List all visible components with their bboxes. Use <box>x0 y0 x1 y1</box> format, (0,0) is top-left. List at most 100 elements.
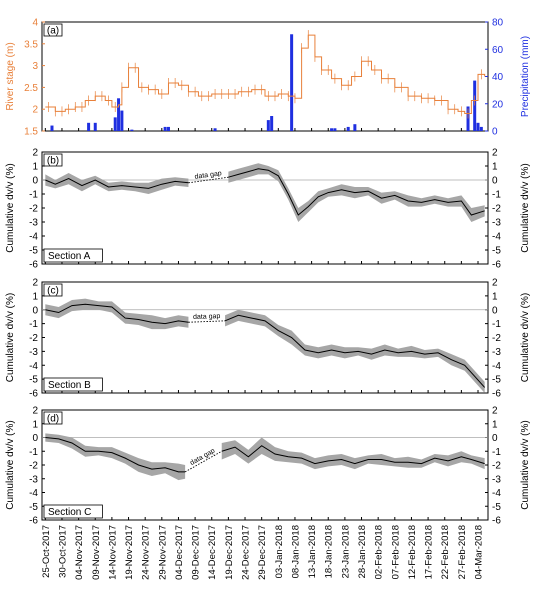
panel-label: (c) <box>47 286 59 297</box>
precip-bar <box>473 80 477 131</box>
y-tick-label-right: 40 <box>492 72 504 83</box>
precip-bar <box>166 126 170 131</box>
panel-label-box <box>43 23 63 37</box>
panel-d: 2 2 1 1 0 0 -1 -1 -2 -2 -3 -3 -4 -4 -5 -5 -6 -6 Cumulative… <box>5 406 531 527</box>
y-tick-label: 0 <box>32 305 38 316</box>
y-tick-label: -3 <box>29 474 38 485</box>
section-label-box <box>43 377 103 392</box>
section-label: Section C <box>48 507 91 518</box>
y-tick-label-right: 2 <box>492 406 498 417</box>
panel-label: (d) <box>47 414 59 425</box>
y-tick-label: -1 <box>29 447 38 458</box>
precip-bar <box>330 128 334 131</box>
panel-label-box <box>43 411 63 425</box>
y-tick-label-right: -4 <box>492 232 501 243</box>
data-gap-line <box>188 320 226 323</box>
precip-bar <box>466 106 470 131</box>
y-tick-label: 0 <box>32 433 38 444</box>
uncertainty-band <box>45 298 189 330</box>
y-tick-label-right: -4 <box>492 488 501 499</box>
y-axis-label-right: Cumulative dv/v (%) <box>520 420 531 509</box>
section-label: Section A <box>48 251 91 262</box>
x-tick-label: 18-Jan-2018 <box>324 525 335 578</box>
uncertainty-band <box>45 433 186 481</box>
y-tick-label-right: -1 <box>492 319 501 330</box>
y-tick-label-right: 80 <box>492 18 504 29</box>
y-axis-label: River stage (m) <box>5 42 16 110</box>
x-tick-label: 19-Nov-2017 <box>124 525 135 580</box>
y-tick-label-right: 20 <box>492 99 504 110</box>
x-tick-label: 09-Dec-2017 <box>191 525 202 580</box>
dvv-line <box>45 178 189 189</box>
y-tick-label-right: 0 <box>492 176 498 187</box>
x-tick-label: 22-Feb-2018 <box>440 525 451 579</box>
precip-bar <box>120 110 124 131</box>
x-tick-label: 12-Feb-2018 <box>407 525 418 579</box>
precip-bar <box>213 128 217 131</box>
y-tick-label-right: -4 <box>492 361 501 372</box>
precip-bar <box>93 122 97 131</box>
panel-b: 2 2 1 1 0 0 -1 -1 -2 -2 -3 -3 -4 -4 -5 -5 -6 -6 Cumulative… <box>5 148 531 271</box>
x-tick-label: 08-Jan-2018 <box>290 525 301 578</box>
precip-bar <box>290 34 294 132</box>
section-label-box <box>43 504 103 519</box>
y-tick-label: -1 <box>29 190 38 201</box>
section-label: Section B <box>48 380 91 391</box>
y-tick-label: -4 <box>29 232 38 243</box>
panel-c: 2 2 1 1 0 0 -1 -1 -2 -2 -3 -3 -4 -4 -5 -5 -6 -6 Cumulative… <box>5 278 531 400</box>
x-tick-label: 14-Nov-2017 <box>107 525 118 580</box>
y-tick-label-right: -2 <box>492 333 501 344</box>
y-axis-label: Cumulative dv/v (%) <box>5 293 16 382</box>
y-axis-label: Cumulative dv/v (%) <box>5 163 16 252</box>
precip-bar <box>50 125 54 131</box>
x-tick-label: 09-Nov-2017 <box>91 525 102 580</box>
y-tick-label: 2 <box>32 278 38 289</box>
uncertainty-band <box>45 173 189 194</box>
x-tick-label: 29-Dec-2017 <box>257 525 268 580</box>
precip-bar <box>163 126 167 131</box>
y-axis-label-right: Cumulative dv/v (%) <box>520 163 531 252</box>
y-tick-label: 2 <box>32 148 38 159</box>
y-tick-label-right: -6 <box>492 516 501 527</box>
y-tick-label: 4 <box>32 18 38 29</box>
panel-label: (b) <box>47 156 59 167</box>
precip-bar <box>479 126 483 131</box>
y-tick-label-right: -5 <box>492 375 501 386</box>
x-tick-label: 23-Jan-2018 <box>340 525 351 578</box>
precip-bar <box>353 124 357 131</box>
y-tick-label: -6 <box>29 516 38 527</box>
x-tick-label: 25-Oct-2017 <box>41 525 52 578</box>
precip-bar <box>270 116 274 131</box>
y-axis-label-right: Cumulative dv/v (%) <box>520 293 531 382</box>
dvv-line <box>228 168 485 216</box>
uncertainty-band <box>221 437 485 470</box>
section-label-box <box>43 248 103 263</box>
y-tick-label: -4 <box>29 361 38 372</box>
y-tick-label: -5 <box>29 502 38 513</box>
x-tick-label: 30-Oct-2017 <box>57 525 68 578</box>
x-tick-label: 17-Feb-2018 <box>424 525 435 579</box>
y-tick-label: 1 <box>32 162 38 173</box>
x-tick-label: 27-Feb-2018 <box>457 525 468 579</box>
data-gap-label: data gap <box>194 170 222 181</box>
x-tick-label: 24-Dec-2017 <box>241 525 252 580</box>
y-tick-label-right: -1 <box>492 190 501 201</box>
plot-frame <box>41 21 489 132</box>
y-tick-label: -6 <box>29 260 38 271</box>
panel-label-box <box>43 283 63 297</box>
x-tick-label: 04-Nov-2017 <box>74 525 85 580</box>
precip-bar <box>130 129 134 131</box>
dvv-line <box>45 437 186 473</box>
y-tick-label-right: -6 <box>492 260 501 271</box>
y-tick-label: 3.5 <box>24 39 38 50</box>
x-tick-label: 04-Mar-2018 <box>474 525 485 579</box>
x-tick-label: 29-Nov-2017 <box>157 525 168 580</box>
y-axis-label: Cumulative dv/v (%) <box>5 420 16 509</box>
y-tick-label-right: 2 <box>492 148 498 159</box>
dvv-line <box>45 303 189 325</box>
y-tick-label: -5 <box>29 246 38 257</box>
y-tick-label-right: 60 <box>492 45 504 56</box>
x-tick-label: 14-Dec-2017 <box>207 525 218 580</box>
